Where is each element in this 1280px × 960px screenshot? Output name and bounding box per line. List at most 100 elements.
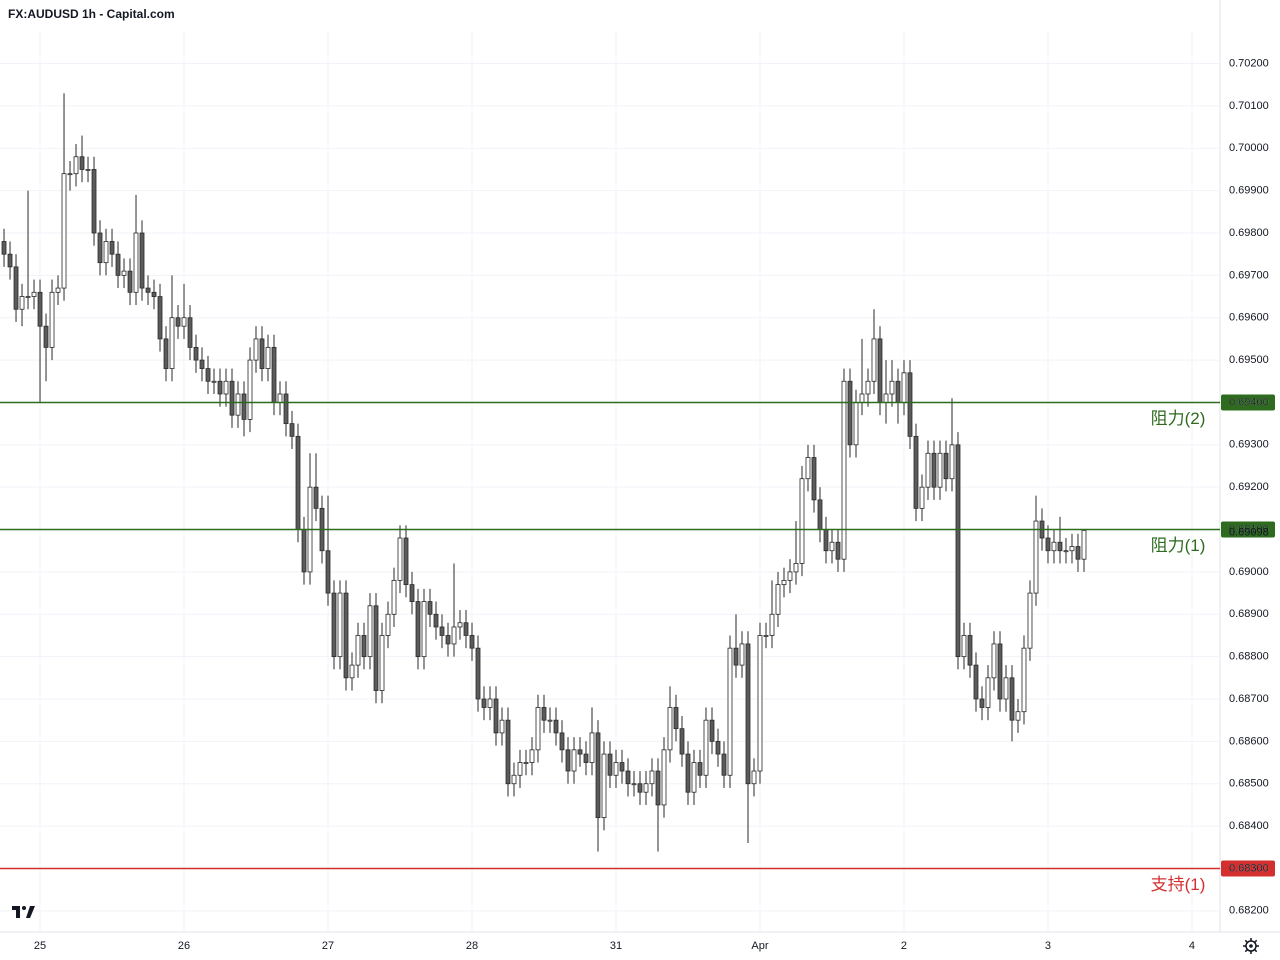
candle-body (1, 241, 7, 255)
candle-body (769, 613, 775, 636)
y-tick-label: 0.69800 (1229, 227, 1269, 239)
candle-body (301, 529, 307, 573)
candle-body (79, 156, 85, 170)
candle-body (199, 359, 205, 369)
candle-body (1027, 592, 1033, 649)
level-price-label: 0.69400 (1229, 396, 1269, 408)
candle-body (241, 393, 247, 420)
candle-body (355, 635, 361, 666)
level-name: 阻力(1) (1151, 536, 1206, 555)
candle-body (661, 749, 667, 806)
candle-body (625, 770, 631, 785)
candle-body (913, 435, 919, 509)
candle-body (157, 296, 163, 340)
candle-body (91, 169, 97, 234)
candle-body (619, 762, 625, 772)
candle-body (649, 770, 655, 785)
candle-body (49, 291, 55, 348)
tradingview-logo (12, 906, 35, 918)
y-tick-label: 0.70000 (1229, 142, 1269, 154)
candle-body (697, 762, 703, 776)
level-name: 支持(1) (1151, 875, 1206, 894)
x-tick-label: 26 (178, 940, 190, 952)
candle-body (235, 393, 241, 416)
candle-body (973, 664, 979, 700)
candle-body (37, 291, 43, 327)
candle-body (577, 749, 583, 755)
candle-body (631, 783, 637, 786)
x-tick-label: 2 (901, 940, 907, 952)
y-tick-label: 0.68900 (1229, 608, 1269, 620)
y-tick-label: 0.69100 (1229, 523, 1269, 535)
candle-body (7, 253, 13, 268)
candle-body (745, 643, 751, 785)
candle-body (775, 584, 781, 615)
y-tick-label: 0.70200 (1229, 57, 1269, 69)
candle-body (997, 643, 1003, 700)
y-tick-label: 0.68300 (1229, 862, 1269, 874)
candle-body (571, 749, 577, 772)
candle-body (943, 452, 949, 480)
candle-body (1069, 546, 1075, 552)
candle-body (859, 393, 865, 403)
candle-body (511, 774, 517, 785)
candle-body (43, 325, 49, 348)
candle-body (103, 241, 109, 264)
x-tick-label: 25 (34, 940, 46, 952)
candle-body (589, 732, 595, 763)
candle-body (247, 359, 253, 420)
candle-body (691, 762, 697, 793)
level-name: 阻力(2) (1151, 409, 1206, 428)
candle-body (97, 232, 103, 264)
candle-body (715, 740, 721, 755)
candle-body (925, 452, 931, 488)
candle-body (613, 762, 619, 776)
candle-body (547, 719, 553, 722)
y-tick-label: 0.69000 (1229, 566, 1269, 578)
candle-body (367, 605, 373, 658)
candle-body (877, 338, 883, 403)
candle-body (229, 380, 235, 416)
candle-body (205, 368, 211, 382)
candle-body (109, 241, 115, 255)
candle-body (385, 613, 391, 636)
candle-body (733, 647, 739, 666)
candle-body (505, 719, 511, 785)
candle-body (655, 770, 661, 806)
candle-body (139, 232, 145, 289)
y-tick-label: 0.69200 (1229, 481, 1269, 493)
candle-body (1033, 520, 1039, 594)
candle-body (1045, 537, 1051, 552)
candle-body (721, 753, 727, 776)
candle-body (25, 296, 31, 298)
candle-body (637, 783, 643, 793)
candle-body (1021, 647, 1027, 713)
candle-body (427, 601, 433, 615)
y-tick-label: 0.69700 (1229, 269, 1269, 281)
chart-title: FX:AUDUSD 1h - Capital.com (8, 7, 175, 21)
candle-body (865, 380, 871, 395)
candle-body (499, 719, 505, 734)
candle-body (61, 173, 67, 289)
candle-body (379, 635, 385, 691)
last-price-label: 0.69098 (1229, 526, 1269, 538)
candle-body (463, 622, 469, 636)
candle-body (67, 173, 73, 176)
settings-icon[interactable] (1243, 938, 1259, 954)
candle-body (211, 380, 217, 383)
candle-body (271, 346, 277, 403)
candle-body (31, 291, 37, 297)
candle-body (283, 393, 289, 425)
candle-body (187, 317, 193, 348)
candle-body (961, 635, 967, 658)
candle-body (793, 563, 799, 573)
candle-body (727, 647, 733, 776)
candle-body (901, 372, 907, 403)
candle-body (643, 783, 649, 793)
level-price-label: 0.68300 (1229, 862, 1269, 874)
candle-body (439, 626, 445, 636)
candle-body (805, 457, 811, 480)
candle-body (289, 423, 295, 437)
candle-body (607, 753, 613, 776)
